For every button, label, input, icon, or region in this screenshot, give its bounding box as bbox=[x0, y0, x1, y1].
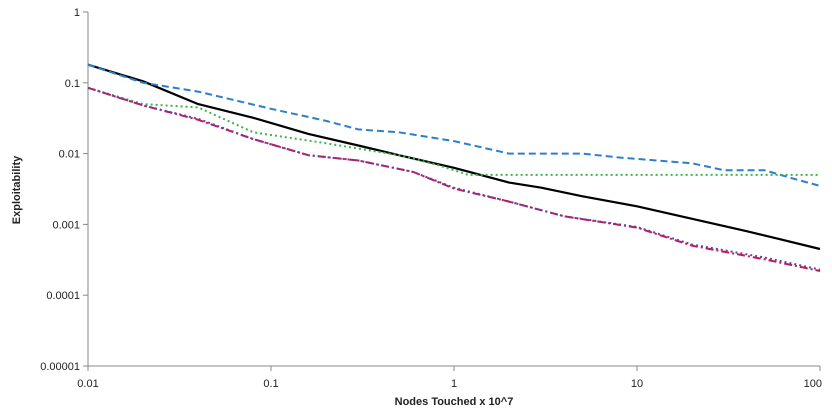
x-tick-label: 10 bbox=[631, 378, 643, 390]
y-axis-ticks: 0.00001 0.0001 0.001 0.01 0.1 1 bbox=[40, 7, 88, 373]
y-tick-label: 0.0001 bbox=[46, 290, 80, 302]
x-tick-label: 0.01 bbox=[77, 378, 98, 390]
y-axis-title: Exploitability bbox=[11, 155, 23, 224]
x-tick-label: 1 bbox=[451, 378, 457, 390]
series-line-3 bbox=[87, 86, 820, 176]
plot-area: 0.00001 0.0001 0.001 0.01 0.1 1 0.01 0.1 1 10 100 bbox=[40, 7, 822, 390]
x-tick-label: 0.1 bbox=[263, 378, 278, 390]
y-tick-label: 0.00001 bbox=[40, 361, 80, 373]
series-line-5 bbox=[87, 86, 821, 271]
x-tick-label: 100 bbox=[804, 378, 822, 390]
y-tick-label: 0.001 bbox=[52, 219, 80, 231]
series-layer bbox=[87, 63, 821, 272]
y-tick-label: 1 bbox=[74, 7, 80, 19]
y-tick-label: 0.01 bbox=[59, 149, 80, 161]
x-axis-ticks: 0.01 0.1 1 10 100 bbox=[77, 366, 822, 390]
y-tick-label: 0.1 bbox=[65, 78, 80, 90]
x-axis-title: Nodes Touched x 10^7 bbox=[395, 396, 514, 408]
series-line-4 bbox=[87, 86, 821, 272]
